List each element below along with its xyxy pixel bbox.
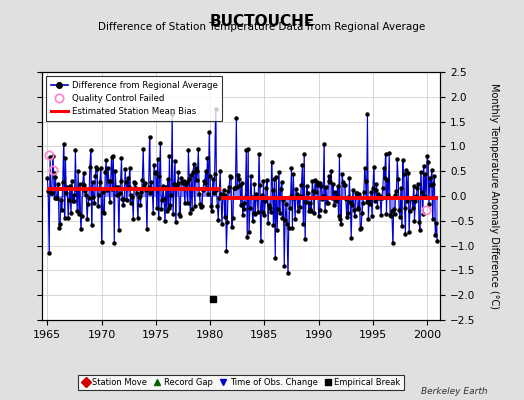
Text: BUCTOUCHE: BUCTOUCHE <box>210 14 314 29</box>
Y-axis label: Monthly Temperature Anomaly Difference (°C): Monthly Temperature Anomaly Difference (… <box>489 83 499 309</box>
Text: Difference of Station Temperature Data from Regional Average: Difference of Station Temperature Data f… <box>99 22 425 32</box>
Legend: Station Move, Record Gap, Time of Obs. Change, Empirical Break: Station Move, Record Gap, Time of Obs. C… <box>78 374 404 390</box>
Text: Berkeley Earth: Berkeley Earth <box>421 387 487 396</box>
